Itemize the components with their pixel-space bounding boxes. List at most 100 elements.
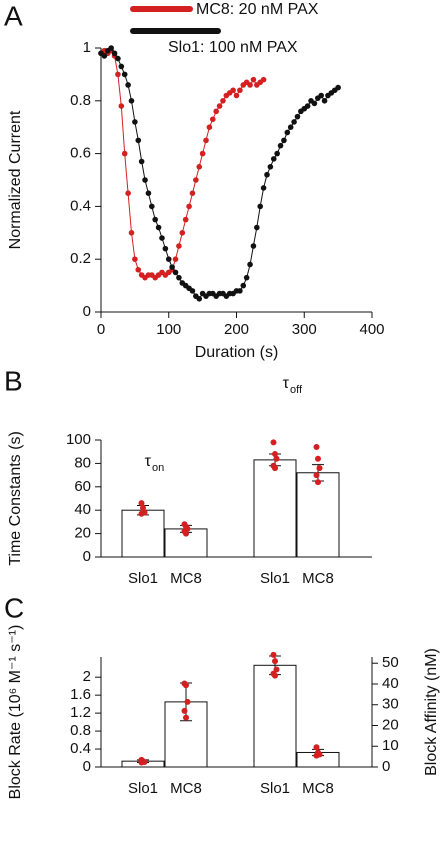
data-point bbox=[152, 216, 158, 223]
data-point bbox=[304, 103, 311, 109]
y-tick-label: 0.4 bbox=[70, 197, 91, 214]
individual-point bbox=[315, 479, 321, 486]
data-point bbox=[237, 288, 243, 294]
data-point bbox=[264, 171, 270, 178]
y-tick-label: 40 bbox=[74, 501, 91, 518]
data-point bbox=[149, 203, 155, 210]
data-point bbox=[169, 264, 175, 270]
data-point bbox=[108, 45, 114, 51]
y-tick-label: 20 bbox=[74, 525, 91, 542]
data-point bbox=[111, 50, 118, 57]
data-point bbox=[162, 245, 169, 252]
data-point bbox=[318, 92, 324, 99]
y-tick-label: 2 bbox=[83, 668, 91, 685]
data-point bbox=[240, 282, 247, 289]
data-point bbox=[284, 129, 291, 136]
individual-point bbox=[313, 752, 320, 759]
annotation-symbol: τ bbox=[283, 375, 290, 392]
y-tick-label: 10 bbox=[382, 737, 399, 754]
data-point bbox=[311, 100, 318, 107]
annotation-subscript: on bbox=[152, 462, 164, 474]
data-point bbox=[132, 256, 138, 263]
data-point bbox=[135, 137, 142, 144]
y-axis-label: Normalized Current bbox=[7, 110, 24, 249]
annotation-symbol: τ bbox=[145, 453, 152, 470]
data-point bbox=[199, 150, 206, 157]
data-point bbox=[254, 224, 260, 231]
data-point bbox=[247, 261, 253, 268]
bar bbox=[121, 509, 165, 558]
data-point bbox=[216, 103, 223, 109]
individual-point bbox=[313, 444, 320, 451]
x-tick-label: 400 bbox=[359, 321, 384, 338]
x-tick-label: Slo1 bbox=[128, 570, 158, 587]
data-point bbox=[172, 256, 179, 263]
y-tick-label: 1.2 bbox=[70, 704, 91, 721]
data-point bbox=[250, 243, 257, 249]
data-point bbox=[257, 203, 264, 210]
data-point bbox=[142, 177, 148, 183]
data-point bbox=[287, 124, 294, 130]
x-tick-label: MC8 bbox=[302, 570, 334, 587]
data-point bbox=[270, 156, 277, 162]
x-tick-label: 200 bbox=[224, 321, 249, 338]
individual-point bbox=[138, 759, 145, 766]
panel-label: C bbox=[4, 592, 24, 623]
data-point bbox=[247, 82, 253, 88]
data-point bbox=[250, 76, 257, 83]
individual-point bbox=[313, 744, 320, 751]
bar bbox=[296, 472, 340, 558]
data-point bbox=[121, 150, 128, 157]
y-tick-label: 0 bbox=[83, 758, 91, 775]
y-tick-label: 50 bbox=[382, 654, 399, 671]
data-point bbox=[196, 164, 203, 170]
individual-point bbox=[272, 465, 278, 472]
data-point bbox=[176, 243, 182, 249]
data-point bbox=[213, 108, 219, 115]
data-point bbox=[128, 98, 135, 104]
data-point bbox=[182, 216, 189, 223]
data-point bbox=[186, 203, 192, 210]
y-axis-label: Time Constants (s) bbox=[7, 431, 24, 566]
data-point bbox=[243, 274, 250, 281]
y-tick-label: 0 bbox=[83, 303, 91, 320]
data-point bbox=[237, 87, 243, 94]
individual-point bbox=[273, 666, 280, 673]
data-point bbox=[118, 63, 125, 70]
data-point bbox=[132, 119, 138, 125]
data-point bbox=[121, 71, 128, 78]
data-point bbox=[118, 103, 125, 109]
y-tick-label: 1 bbox=[83, 39, 91, 56]
individual-point bbox=[138, 510, 145, 517]
individual-point bbox=[184, 698, 191, 705]
data-point bbox=[206, 124, 213, 130]
individual-point bbox=[313, 472, 320, 479]
data-point bbox=[145, 190, 152, 196]
y-tick-label: 0.2 bbox=[70, 250, 91, 267]
individual-point bbox=[138, 500, 145, 507]
x-tick-label: 100 bbox=[156, 321, 181, 338]
data-point bbox=[294, 113, 301, 120]
data-point bbox=[159, 235, 165, 241]
individual-point bbox=[272, 672, 278, 679]
data-point bbox=[189, 190, 196, 196]
individual-point bbox=[315, 455, 321, 462]
x-tick-label: 0 bbox=[97, 321, 105, 338]
y-tick-label: 1.6 bbox=[70, 686, 91, 703]
y-tick-label: 30 bbox=[382, 696, 399, 713]
data-point bbox=[176, 274, 182, 281]
data-point bbox=[101, 53, 108, 59]
y-tick-label: 0.6 bbox=[70, 145, 91, 162]
data-point bbox=[209, 116, 216, 123]
legend-label: Slo1: 100 nM PAX bbox=[168, 39, 298, 56]
data-point bbox=[196, 296, 203, 302]
y-axis-label: Block Rate (10⁶ M⁻¹ s⁻¹) bbox=[7, 625, 24, 800]
data-point bbox=[260, 76, 267, 83]
y-tick-label: 0 bbox=[83, 548, 91, 565]
individual-point bbox=[270, 651, 277, 658]
x-tick-label: MC8 bbox=[170, 570, 202, 587]
panel-label: B bbox=[4, 365, 23, 396]
legend-label: MC8: 20 nM PAX bbox=[196, 1, 319, 18]
data-point bbox=[220, 98, 226, 104]
